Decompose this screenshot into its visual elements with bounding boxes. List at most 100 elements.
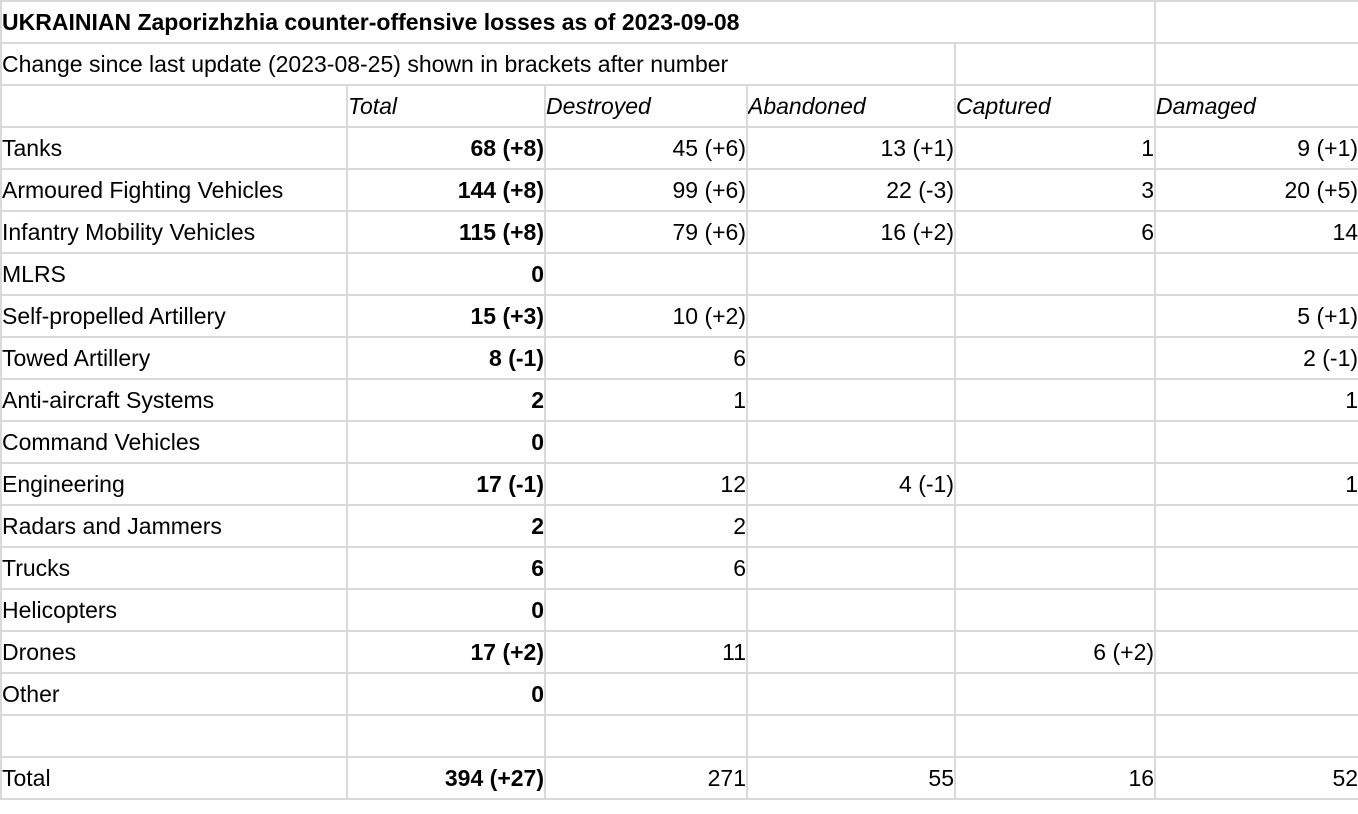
cell-total[interactable]: 2 bbox=[346, 378, 546, 422]
cell-abandoned[interactable]: 4 (-1) bbox=[746, 462, 956, 506]
header-abandoned[interactable]: Abandoned bbox=[746, 84, 956, 128]
cell-captured[interactable] bbox=[953, 462, 1157, 506]
total-cell-damaged[interactable]: 52 bbox=[1154, 756, 1358, 800]
cell-captured[interactable] bbox=[953, 588, 1157, 632]
empty-cell[interactable] bbox=[346, 714, 546, 758]
cell-destroyed[interactable]: 10 (+2) bbox=[544, 294, 748, 338]
row-label[interactable]: Other bbox=[0, 672, 348, 716]
empty-cell[interactable] bbox=[953, 42, 1157, 86]
cell-abandoned[interactable] bbox=[746, 420, 956, 464]
row-label[interactable]: MLRS bbox=[0, 252, 348, 296]
row-label[interactable]: Anti-aircraft Systems bbox=[0, 378, 348, 422]
cell-destroyed[interactable] bbox=[544, 420, 748, 464]
cell-total[interactable]: 8 (-1) bbox=[346, 336, 546, 380]
cell-damaged[interactable]: 5 (+1) bbox=[1154, 294, 1358, 338]
empty-cell[interactable] bbox=[746, 714, 956, 758]
cell-captured[interactable] bbox=[953, 336, 1157, 380]
cell-abandoned[interactable] bbox=[746, 294, 956, 338]
cell-destroyed[interactable]: 6 bbox=[544, 336, 748, 380]
empty-cell[interactable] bbox=[953, 714, 1157, 758]
cell-abandoned[interactable]: 22 (-3) bbox=[746, 168, 956, 212]
cell-damaged[interactable] bbox=[1154, 672, 1358, 716]
cell-destroyed[interactable]: 45 (+6) bbox=[544, 126, 748, 170]
total-cell-destroyed[interactable]: 271 bbox=[544, 756, 748, 800]
cell-captured[interactable]: 6 (+2) bbox=[953, 630, 1157, 674]
cell-destroyed[interactable]: 12 bbox=[544, 462, 748, 506]
row-label[interactable]: Tanks bbox=[0, 126, 348, 170]
cell-destroyed[interactable] bbox=[544, 588, 748, 632]
cell-destroyed[interactable]: 2 bbox=[544, 504, 748, 548]
cell-destroyed[interactable]: 79 (+6) bbox=[544, 210, 748, 254]
total-cell-abandoned[interactable]: 55 bbox=[746, 756, 956, 800]
cell-total[interactable]: 0 bbox=[346, 420, 546, 464]
header-damaged[interactable]: Damaged bbox=[1154, 84, 1358, 128]
cell-abandoned[interactable] bbox=[746, 630, 956, 674]
cell-damaged[interactable] bbox=[1154, 546, 1358, 590]
row-label[interactable]: Infantry Mobility Vehicles bbox=[0, 210, 348, 254]
cell-captured[interactable] bbox=[953, 294, 1157, 338]
cell-total[interactable]: 0 bbox=[346, 252, 546, 296]
page-subtitle[interactable]: Change since last update (2023-08-25) sh… bbox=[0, 42, 956, 86]
empty-cell[interactable] bbox=[544, 714, 748, 758]
cell-captured[interactable]: 6 bbox=[953, 210, 1157, 254]
cell-total[interactable]: 0 bbox=[346, 672, 546, 716]
total-cell-total[interactable]: 394 (+27) bbox=[346, 756, 546, 800]
cell-total[interactable]: 68 (+8) bbox=[346, 126, 546, 170]
cell-damaged[interactable]: 9 (+1) bbox=[1154, 126, 1358, 170]
row-label[interactable]: Radars and Jammers bbox=[0, 504, 348, 548]
cell-total[interactable]: 17 (+2) bbox=[346, 630, 546, 674]
cell-abandoned[interactable] bbox=[746, 336, 956, 380]
cell-destroyed[interactable]: 99 (+6) bbox=[544, 168, 748, 212]
cell-damaged[interactable] bbox=[1154, 588, 1358, 632]
cell-destroyed[interactable] bbox=[544, 252, 748, 296]
row-label[interactable]: Towed Artillery bbox=[0, 336, 348, 380]
cell-destroyed[interactable]: 6 bbox=[544, 546, 748, 590]
cell-damaged[interactable]: 2 (-1) bbox=[1154, 336, 1358, 380]
cell-damaged[interactable]: 1 bbox=[1154, 378, 1358, 422]
row-label[interactable]: Drones bbox=[0, 630, 348, 674]
cell-captured[interactable] bbox=[953, 252, 1157, 296]
cell-destroyed[interactable] bbox=[544, 672, 748, 716]
header-blank[interactable] bbox=[0, 84, 348, 128]
cell-damaged[interactable] bbox=[1154, 504, 1358, 548]
cell-abandoned[interactable]: 16 (+2) bbox=[746, 210, 956, 254]
row-label[interactable]: Helicopters bbox=[0, 588, 348, 632]
cell-total[interactable]: 0 bbox=[346, 588, 546, 632]
cell-captured[interactable] bbox=[953, 504, 1157, 548]
cell-abandoned[interactable] bbox=[746, 588, 956, 632]
total-row-label[interactable]: Total bbox=[0, 756, 348, 800]
cell-damaged[interactable] bbox=[1154, 252, 1358, 296]
cell-captured[interactable] bbox=[953, 420, 1157, 464]
cell-captured[interactable]: 3 bbox=[953, 168, 1157, 212]
cell-abandoned[interactable] bbox=[746, 546, 956, 590]
header-destroyed[interactable]: Destroyed bbox=[544, 84, 748, 128]
cell-damaged[interactable] bbox=[1154, 420, 1358, 464]
cell-damaged[interactable]: 14 bbox=[1154, 210, 1358, 254]
row-label[interactable]: Trucks bbox=[0, 546, 348, 590]
cell-total[interactable]: 144 (+8) bbox=[346, 168, 546, 212]
cell-damaged[interactable]: 1 bbox=[1154, 462, 1358, 506]
cell-abandoned[interactable] bbox=[746, 378, 956, 422]
empty-cell[interactable] bbox=[1154, 714, 1358, 758]
cell-total[interactable]: 17 (-1) bbox=[346, 462, 546, 506]
cell-abandoned[interactable] bbox=[746, 672, 956, 716]
cell-total[interactable]: 115 (+8) bbox=[346, 210, 546, 254]
cell-total[interactable]: 6 bbox=[346, 546, 546, 590]
header-captured[interactable]: Captured bbox=[953, 84, 1157, 128]
cell-destroyed[interactable]: 11 bbox=[544, 630, 748, 674]
header-total[interactable]: Total bbox=[346, 84, 546, 128]
empty-cell[interactable] bbox=[0, 714, 348, 758]
cell-total[interactable]: 2 bbox=[346, 504, 546, 548]
cell-damaged[interactable]: 20 (+5) bbox=[1154, 168, 1358, 212]
cell-total[interactable]: 15 (+3) bbox=[346, 294, 546, 338]
empty-cell[interactable] bbox=[1154, 0, 1358, 44]
total-cell-captured[interactable]: 16 bbox=[953, 756, 1157, 800]
cell-captured[interactable] bbox=[953, 546, 1157, 590]
row-label[interactable]: Armoured Fighting Vehicles bbox=[0, 168, 348, 212]
cell-captured[interactable]: 1 bbox=[953, 126, 1157, 170]
cell-damaged[interactable] bbox=[1154, 630, 1358, 674]
cell-captured[interactable] bbox=[953, 378, 1157, 422]
row-label[interactable]: Command Vehicles bbox=[0, 420, 348, 464]
row-label[interactable]: Engineering bbox=[0, 462, 348, 506]
empty-cell[interactable] bbox=[1154, 42, 1358, 86]
